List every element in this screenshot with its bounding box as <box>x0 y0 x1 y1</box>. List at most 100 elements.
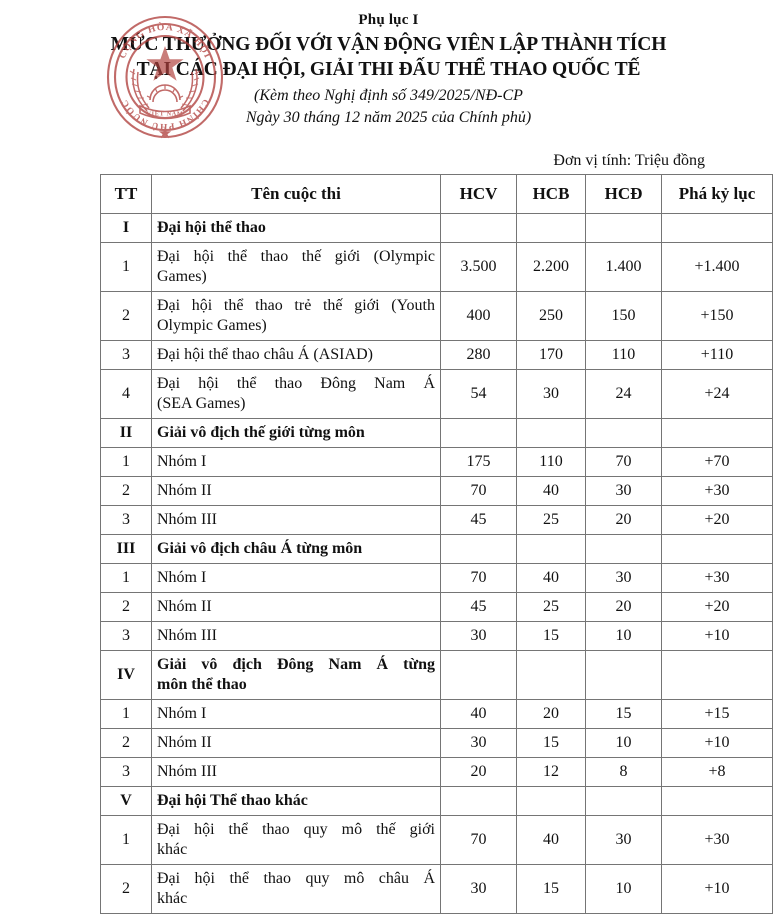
table-row: 2 Đại hội thể thao trẻ thế giới (Youth Oly… <box>100 291 773 341</box>
cell-hcd <box>585 650 662 700</box>
cell-hcb: 25 <box>516 592 586 622</box>
cell-competition-name: Giải vô địch châu Á từng môn <box>151 534 441 564</box>
cell-record <box>661 213 773 243</box>
table-row: 1 Đại hội thể thao thế giới (Olympic Games… <box>100 242 773 292</box>
cell-hcd: 24 <box>585 369 662 419</box>
cell-hcd: 110 <box>585 340 662 370</box>
cell-hcv: 175 <box>440 447 517 477</box>
table-section-row: IV Giải vô địch Đông Nam Á từng môn thể th… <box>100 650 773 700</box>
table-body: I Đại hội thể thao 1 Đại hội thể thao thế g… <box>100 213 773 914</box>
cell-hcb: 40 <box>516 563 586 593</box>
cell-record <box>661 418 773 448</box>
cell-record: +70 <box>661 447 773 477</box>
cell-hcd: 15 <box>585 699 662 729</box>
cell-name-line-1: Đại hội thể thao quy mô thế giới <box>157 820 435 838</box>
cell-tt: 1 <box>100 447 152 477</box>
table-row: 2 Nhóm II 70 40 30 +30 <box>100 476 773 506</box>
cell-tt: I <box>100 213 152 243</box>
table-row: 2 Nhóm II 30 15 10 +10 <box>100 728 773 758</box>
cell-hcb <box>516 213 586 243</box>
table-row: 3 Nhóm III 45 25 20 +20 <box>100 505 773 535</box>
reward-table: TT Tên cuộc thi HCV HCB HCĐ Phá kỷ lục I… <box>100 174 773 914</box>
cell-competition-name: Nhóm II <box>151 592 441 622</box>
cell-tt: II <box>100 418 152 448</box>
cell-record <box>661 534 773 564</box>
cell-hcd: 10 <box>585 621 662 651</box>
cell-hcb: 20 <box>516 699 586 729</box>
reward-table-container: TT Tên cuộc thi HCV HCB HCĐ Phá kỷ lục I… <box>100 174 773 914</box>
table-row: 3 Nhóm III 30 15 10 +10 <box>100 621 773 651</box>
cell-hcd: 70 <box>585 447 662 477</box>
cell-name-line-2: khác <box>157 841 188 858</box>
cell-hcb: 15 <box>516 728 586 758</box>
table-header-row: TT Tên cuộc thi HCV HCB HCĐ Phá kỷ lục <box>100 174 773 214</box>
cell-hcv: 400 <box>440 291 517 341</box>
cell-competition-name: Nhóm I <box>151 563 441 593</box>
cell-tt: 3 <box>100 757 152 787</box>
cell-record: +1.400 <box>661 242 773 292</box>
cell-name-line-2: khác <box>157 890 188 907</box>
cell-name-line-1: Giải vô địch Đông Nam Á từng <box>157 655 435 673</box>
cell-tt: 2 <box>100 592 152 622</box>
table-row: 3 Đại hội thể thao châu Á (ASIAD) 280 170 11… <box>100 340 773 370</box>
cell-hcb <box>516 786 586 816</box>
cell-name-line-2: Games) <box>157 268 207 285</box>
cell-hcd <box>585 534 662 564</box>
column-header-hcb: HCB <box>516 174 586 214</box>
table-section-row: V Đại hội Thể thao khác <box>100 786 773 816</box>
table-row: 1 Nhóm I 70 40 30 +30 <box>100 563 773 593</box>
cell-hcd: 30 <box>585 563 662 593</box>
cell-hcb: 12 <box>516 757 586 787</box>
cell-record: +30 <box>661 563 773 593</box>
cell-hcd: 1.400 <box>585 242 662 292</box>
cell-hcb: 110 <box>516 447 586 477</box>
table-row: 2 Đại hội thể thao quy mô châu Á khác 30 15 1… <box>100 864 773 914</box>
cell-tt: 1 <box>100 563 152 593</box>
table-row: 1 Đại hội thể thao quy mô thế giới khác 70 4… <box>100 815 773 865</box>
cell-hcb <box>516 418 586 448</box>
cell-competition-name: Nhóm I <box>151 699 441 729</box>
cell-tt: 2 <box>100 728 152 758</box>
cell-hcb: 40 <box>516 476 586 506</box>
cell-hcv <box>440 650 517 700</box>
cell-tt: 1 <box>100 242 152 292</box>
cell-hcv <box>440 213 517 243</box>
cell-record <box>661 650 773 700</box>
table-row: 2 Nhóm II 45 25 20 +20 <box>100 592 773 622</box>
cell-hcb: 2.200 <box>516 242 586 292</box>
cell-tt: 2 <box>100 291 152 341</box>
subtitle-line-1: (Kèm theo Nghị định số 349/2025/NĐ-CP <box>254 87 523 104</box>
cell-tt: V <box>100 786 152 816</box>
cell-competition-name: Nhóm III <box>151 757 441 787</box>
cell-name-line-1: Đại hội thể thao trẻ thế giới (Youth <box>157 296 435 314</box>
cell-tt: 2 <box>100 864 152 914</box>
cell-name-line-1: Đại hội thể thao Đông Nam Á <box>157 374 435 392</box>
cell-competition-name: Nhóm III <box>151 505 441 535</box>
cell-hcb: 25 <box>516 505 586 535</box>
cell-hcb: 30 <box>516 369 586 419</box>
column-header-record: Phá kỷ lục <box>661 174 773 214</box>
cell-hcb <box>516 650 586 700</box>
table-section-row: II Giải vô địch thế giới từng môn <box>100 418 773 448</box>
cell-record: +20 <box>661 505 773 535</box>
cell-hcd: 8 <box>585 757 662 787</box>
cell-record: +10 <box>661 621 773 651</box>
cell-competition-name: Đại hội thể thao trẻ thế giới (Youth Olym… <box>151 291 441 341</box>
cell-tt: 1 <box>100 815 152 865</box>
cell-record: +10 <box>661 728 773 758</box>
cell-tt: 2 <box>100 476 152 506</box>
appendix-label: Phụ lục I <box>358 12 419 28</box>
cell-hcd: 10 <box>585 864 662 914</box>
table-row: 1 Nhóm I 175 110 70 +70 <box>100 447 773 477</box>
cell-hcv: 30 <box>440 621 517 651</box>
cell-hcv: 45 <box>440 505 517 535</box>
cell-hcd: 20 <box>585 505 662 535</box>
cell-record: +110 <box>661 340 773 370</box>
cell-record: +8 <box>661 757 773 787</box>
column-header-hcd: HCĐ <box>585 174 662 214</box>
table-section-row: I Đại hội thể thao <box>100 213 773 243</box>
table-row: 1 Nhóm I 40 20 15 +15 <box>100 699 773 729</box>
cell-hcb: 15 <box>516 621 586 651</box>
cell-tt: 3 <box>100 505 152 535</box>
cell-tt: IV <box>100 650 152 700</box>
